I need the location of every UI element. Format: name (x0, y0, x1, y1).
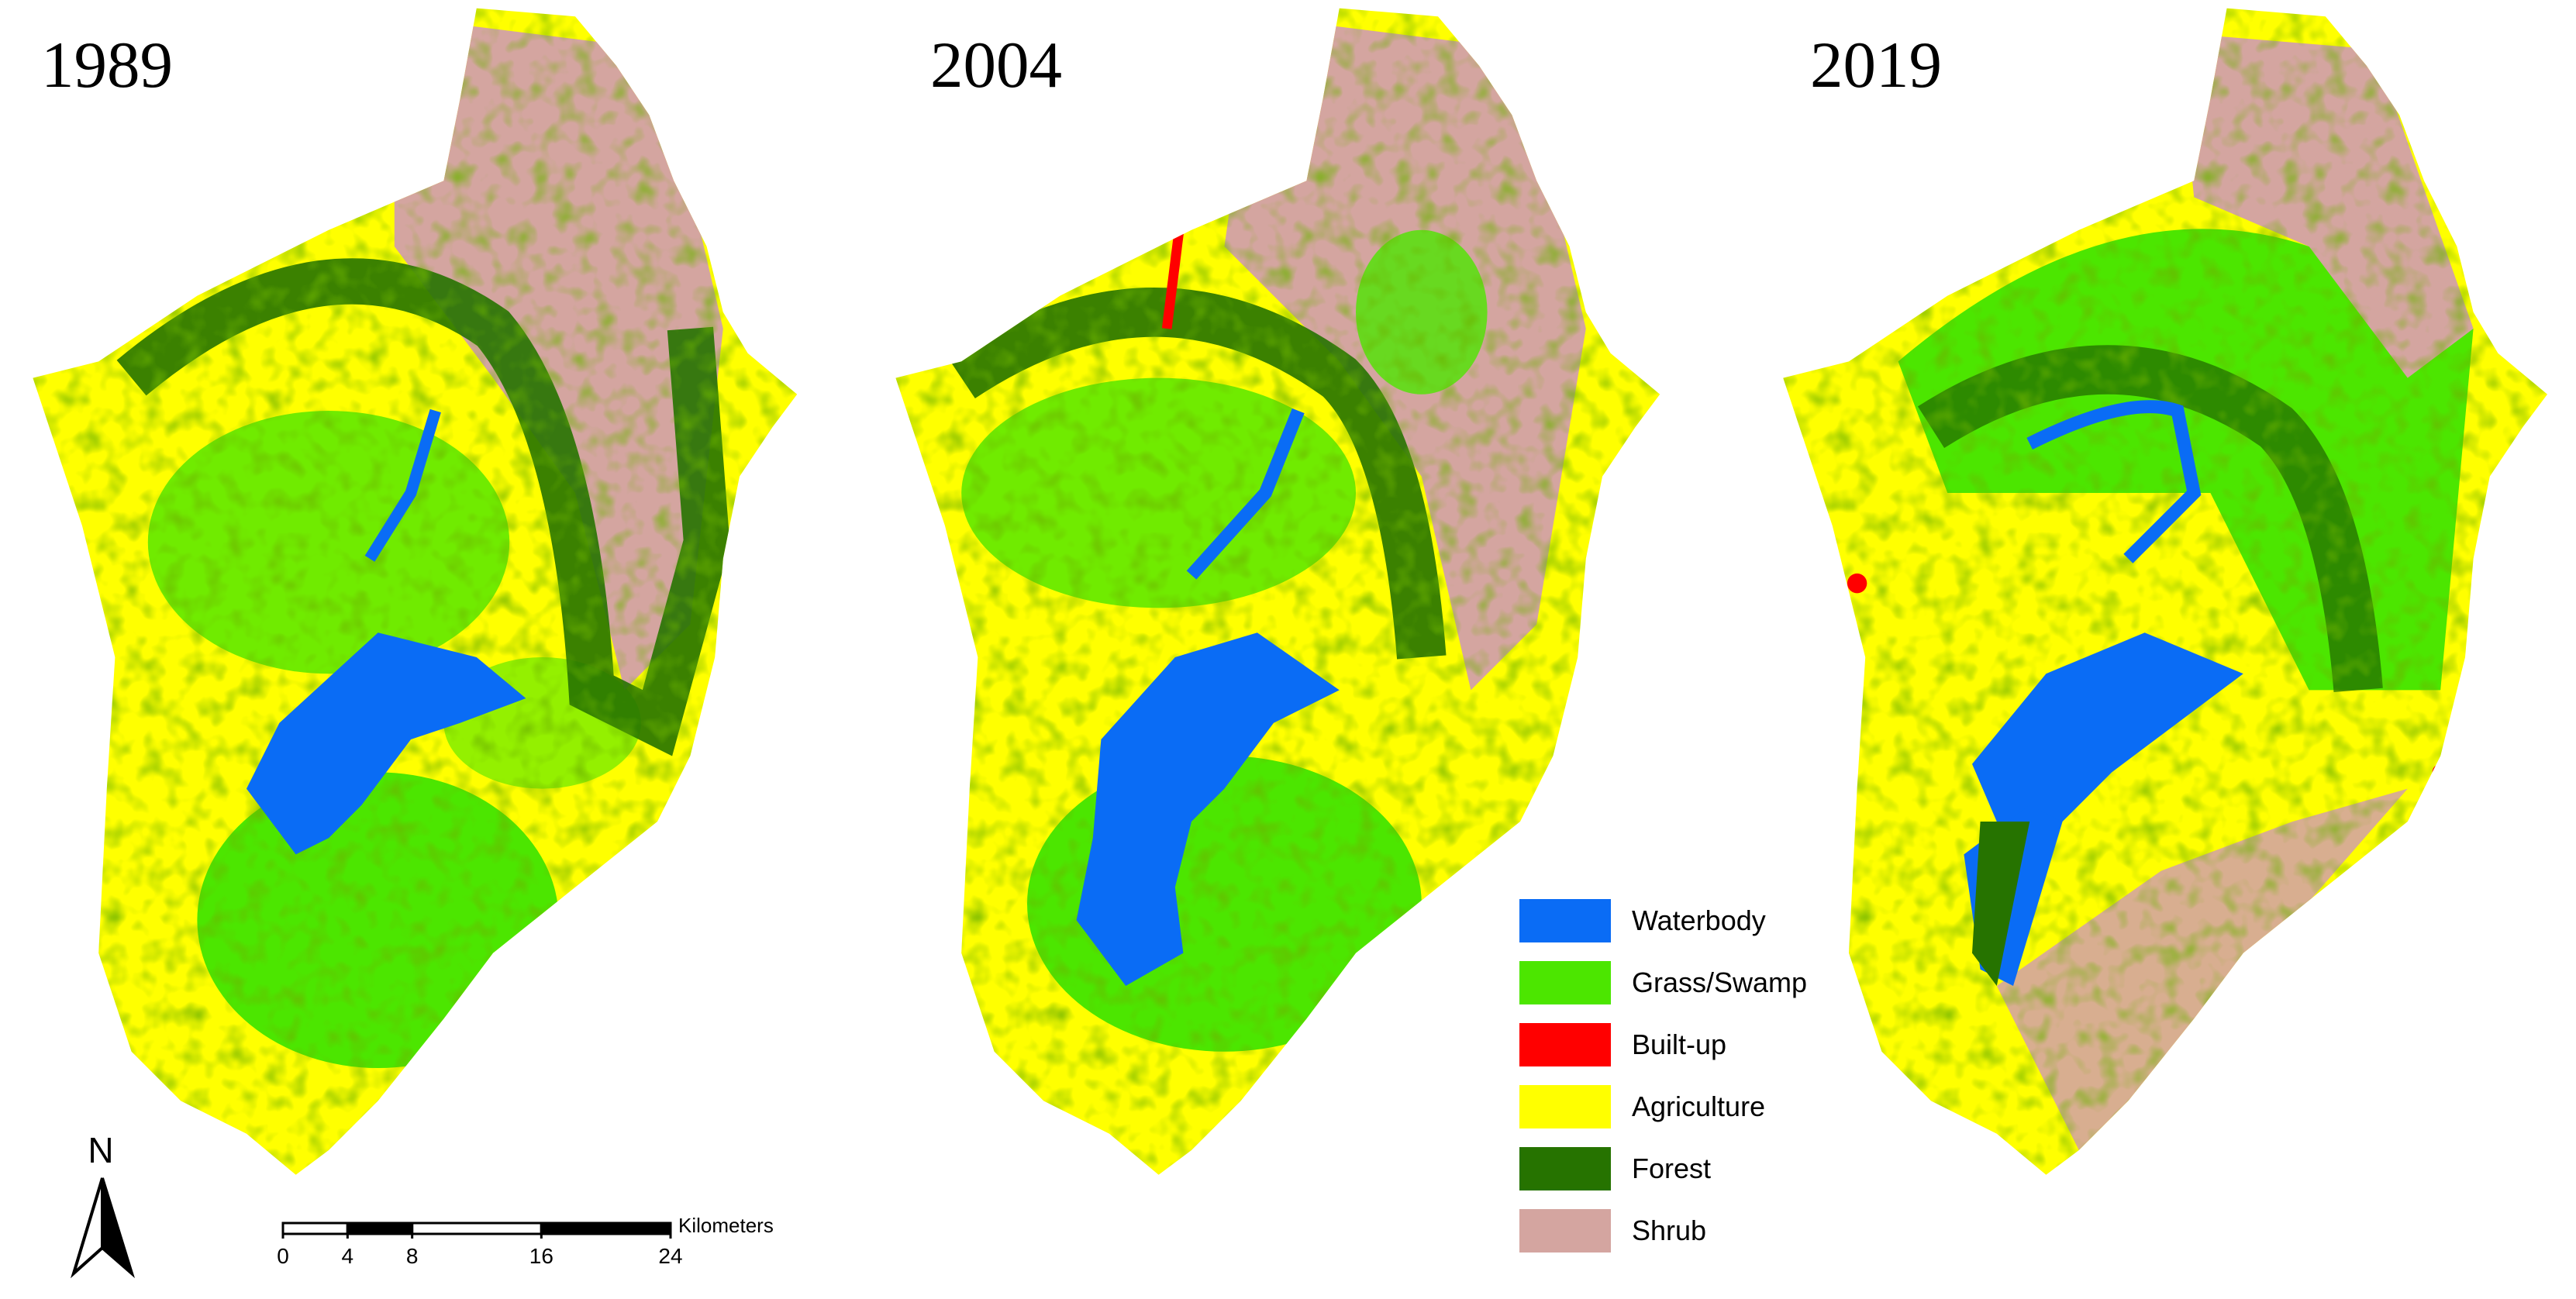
scale-tick-label: 0 (277, 1244, 289, 1268)
arrow-half (71, 1177, 104, 1279)
map-year: 2019 (1810, 29, 1942, 102)
scale-tick-label: 16 (529, 1244, 553, 1268)
legend-label: Shrub (1632, 1215, 1706, 1246)
land-cover-map (1783, 8, 2547, 1175)
legend-swatch (1519, 899, 1611, 942)
scale-segment (281, 1221, 349, 1235)
legend: Waterbody Grass/Swamp Built-up Agriculture F… (1519, 899, 1807, 1252)
scale-tick-label: 8 (406, 1244, 419, 1268)
legend-label: Grass/Swamp (1632, 966, 1807, 998)
scale-bar: 0 4 8 16 24 Kilometers (277, 1214, 774, 1268)
north-arrow: N (71, 1130, 135, 1279)
legend-label: Waterbody (1632, 904, 1766, 936)
scale-tick-label: 24 (658, 1244, 682, 1268)
legend-swatch (1519, 1209, 1611, 1252)
arrow-half (101, 1177, 135, 1279)
legend-swatch (1519, 1023, 1611, 1066)
scale-segment (411, 1221, 543, 1235)
scale-unit: Kilometers (678, 1214, 774, 1237)
map-year: 2004 (930, 29, 1062, 102)
legend-swatch (1519, 1147, 1611, 1190)
land-cover-map (33, 8, 798, 1175)
scale-segment (346, 1221, 414, 1235)
scale-tick-label: 4 (342, 1244, 354, 1268)
legend-label: Forest (1632, 1153, 1711, 1184)
land-cover-map (895, 8, 1660, 1175)
scale-segment (540, 1221, 672, 1235)
legend-swatch (1519, 961, 1611, 1004)
legend-label: Built-up (1632, 1029, 1726, 1060)
north-label: N (88, 1130, 113, 1170)
legend-label: Agriculture (1632, 1091, 1765, 1122)
legend-swatch (1519, 1085, 1611, 1128)
map-year: 1989 (41, 29, 173, 102)
